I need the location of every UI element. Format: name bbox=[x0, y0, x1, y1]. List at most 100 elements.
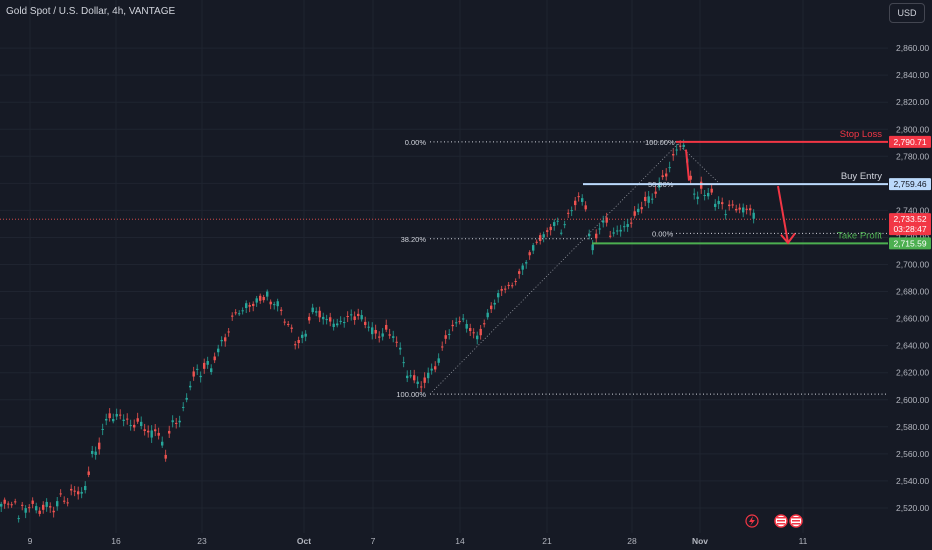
current-price-tag-bg bbox=[889, 213, 931, 236]
current-price-tag: 2,733.52 bbox=[893, 214, 926, 224]
candle bbox=[129, 425, 132, 427]
take-profit-price-tag-bg bbox=[889, 237, 931, 250]
candle bbox=[346, 316, 349, 318]
candle bbox=[318, 310, 321, 318]
candle bbox=[469, 328, 472, 332]
candle bbox=[301, 334, 304, 338]
candle bbox=[637, 208, 640, 213]
candle bbox=[115, 413, 118, 417]
candle bbox=[231, 315, 234, 317]
candle bbox=[245, 303, 248, 309]
candle bbox=[518, 271, 521, 274]
candle bbox=[311, 307, 314, 313]
candle bbox=[52, 510, 55, 513]
us-flag-icon bbox=[789, 514, 803, 528]
candle bbox=[462, 318, 465, 320]
candle bbox=[644, 196, 647, 202]
candle bbox=[353, 316, 356, 320]
y-tick-label: 2,820.00 bbox=[896, 97, 929, 107]
candle bbox=[430, 368, 433, 371]
candle bbox=[147, 430, 150, 433]
candle bbox=[304, 333, 307, 337]
candle bbox=[651, 198, 654, 200]
candle bbox=[616, 230, 619, 232]
candle bbox=[434, 366, 437, 370]
candle bbox=[24, 508, 27, 513]
candle bbox=[374, 329, 377, 334]
candle bbox=[378, 336, 381, 338]
candle bbox=[28, 507, 31, 509]
candle bbox=[420, 386, 423, 388]
candle bbox=[98, 442, 101, 450]
candle bbox=[35, 506, 38, 511]
candle bbox=[479, 328, 482, 336]
candle bbox=[556, 220, 559, 222]
candle bbox=[38, 510, 41, 514]
y-tick-label: 2,560.00 bbox=[896, 449, 929, 459]
candle bbox=[535, 241, 538, 243]
candle bbox=[581, 198, 584, 202]
candle bbox=[350, 314, 353, 316]
candle bbox=[423, 377, 426, 383]
candle bbox=[168, 430, 171, 434]
take-profit-label: Take Profit bbox=[837, 230, 882, 241]
candle bbox=[507, 284, 510, 286]
x-tick-label: 7 bbox=[371, 536, 376, 546]
x-tick-label: 28 bbox=[627, 536, 637, 546]
candle bbox=[150, 430, 153, 438]
candle bbox=[224, 337, 227, 342]
candle bbox=[105, 418, 108, 421]
candle bbox=[539, 235, 542, 241]
candle bbox=[7, 503, 10, 505]
candle bbox=[157, 432, 160, 436]
candle bbox=[458, 321, 461, 323]
candle bbox=[623, 226, 626, 228]
candle bbox=[192, 371, 195, 377]
candle bbox=[514, 280, 517, 282]
candle bbox=[724, 214, 727, 216]
x-tick-label: 21 bbox=[542, 536, 552, 546]
candle bbox=[325, 319, 328, 321]
currency-button[interactable]: USD bbox=[889, 3, 925, 23]
candle bbox=[220, 339, 223, 342]
candle bbox=[189, 385, 192, 388]
candle bbox=[94, 451, 97, 455]
candle bbox=[210, 368, 213, 373]
candle bbox=[227, 331, 230, 333]
fib-label: 38.20% bbox=[401, 235, 427, 244]
candle bbox=[395, 341, 398, 343]
candle bbox=[66, 502, 69, 504]
candle bbox=[385, 324, 388, 330]
candle bbox=[133, 424, 136, 428]
candle bbox=[367, 326, 370, 328]
candle bbox=[490, 305, 493, 310]
y-tick-label: 2,620.00 bbox=[896, 368, 929, 378]
candle bbox=[91, 450, 94, 454]
candle bbox=[560, 232, 563, 234]
y-tick-label: 2,780.00 bbox=[896, 151, 929, 161]
candle bbox=[332, 323, 335, 328]
candle bbox=[745, 208, 748, 210]
candle bbox=[647, 196, 650, 203]
candle bbox=[577, 196, 580, 198]
candle bbox=[528, 252, 531, 256]
candle bbox=[161, 441, 164, 446]
candle bbox=[31, 500, 34, 504]
x-tick-label: 14 bbox=[455, 536, 465, 546]
candle bbox=[273, 304, 276, 306]
candle bbox=[297, 340, 300, 344]
candle bbox=[175, 422, 178, 424]
candle bbox=[276, 301, 279, 307]
candle bbox=[329, 317, 332, 322]
candle bbox=[738, 207, 741, 210]
candle bbox=[119, 414, 122, 416]
candle bbox=[476, 335, 479, 340]
y-tick-label: 2,740.00 bbox=[896, 205, 929, 215]
candle bbox=[630, 222, 633, 224]
stop-loss-price-tag-bg bbox=[889, 135, 931, 148]
candle bbox=[336, 323, 339, 326]
y-tick-label: 2,860.00 bbox=[896, 43, 929, 53]
candle bbox=[752, 212, 755, 219]
candle bbox=[140, 421, 143, 427]
